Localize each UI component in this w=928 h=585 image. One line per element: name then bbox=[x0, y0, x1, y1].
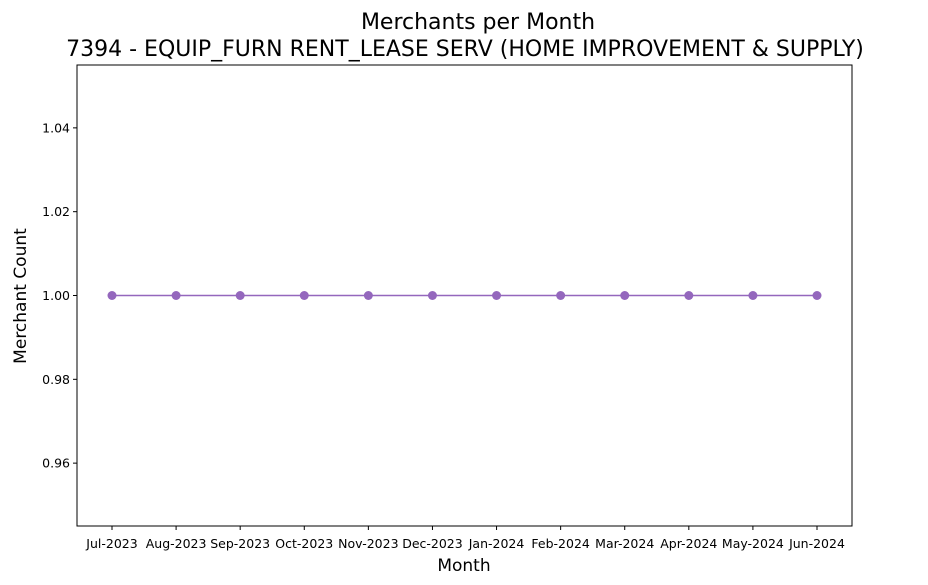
x-tick-label: Apr-2024 bbox=[660, 536, 717, 551]
data-point bbox=[812, 291, 822, 300]
data-point bbox=[748, 291, 758, 300]
data-point bbox=[684, 291, 694, 300]
x-tick-label: Dec-2023 bbox=[402, 536, 463, 551]
chart-subtitle: 7394 - EQUIP_FURN RENT_LEASE SERV (HOME … bbox=[66, 37, 864, 62]
y-tick-label: 0.98 bbox=[42, 372, 70, 387]
data-point bbox=[492, 291, 502, 300]
x-tick-label: Feb-2024 bbox=[531, 536, 590, 551]
y-axis-label: Merchant Count bbox=[11, 228, 31, 364]
series-layer bbox=[107, 291, 822, 300]
data-point bbox=[620, 291, 630, 300]
x-tick-label: Aug-2023 bbox=[146, 536, 207, 551]
data-point bbox=[556, 291, 566, 300]
x-tick-label: Nov-2023 bbox=[338, 536, 398, 551]
y-tick-label: 0.96 bbox=[42, 456, 70, 471]
x-tick-label: May-2024 bbox=[722, 536, 784, 551]
data-point bbox=[363, 291, 373, 300]
data-point bbox=[235, 291, 245, 300]
chart-title: Merchants per Month bbox=[361, 10, 595, 35]
x-tick-label: Jun-2024 bbox=[788, 536, 845, 551]
y-tick-label: 1.00 bbox=[42, 288, 70, 303]
data-point bbox=[427, 291, 437, 300]
x-tick-label: Sep-2023 bbox=[210, 536, 270, 551]
data-point bbox=[171, 291, 181, 300]
x-tick-label: Jan-2024 bbox=[468, 536, 525, 551]
x-tick-label: Mar-2024 bbox=[595, 536, 654, 551]
x-axis-label: Month bbox=[437, 556, 490, 576]
x-tick-label: Jul-2023 bbox=[85, 536, 137, 551]
y-tick-label: 1.02 bbox=[42, 204, 70, 219]
x-tick-label: Oct-2023 bbox=[275, 536, 333, 551]
y-tick-label: 1.04 bbox=[42, 120, 70, 135]
data-point bbox=[299, 291, 309, 300]
y-axis: 0.96 0.98 1.00 1.02 1.04 bbox=[42, 120, 77, 471]
data-point bbox=[107, 291, 117, 300]
x-axis: Jul-2023 Aug-2023 Sep-2023 Oct-2023 Nov-2023… bbox=[85, 526, 845, 551]
